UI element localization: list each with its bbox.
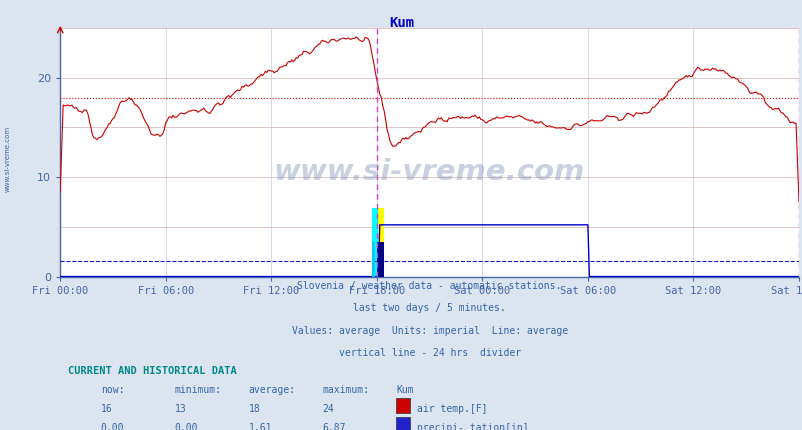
Bar xyxy=(396,417,409,430)
Text: Kum: Kum xyxy=(388,16,414,31)
Text: 24: 24 xyxy=(322,404,334,414)
Bar xyxy=(396,398,409,413)
Text: Slovenia / weather data - automatic stations.: Slovenia / weather data - automatic stat… xyxy=(297,281,561,291)
Bar xyxy=(372,208,383,276)
Text: CURRENT AND HISTORICAL DATA: CURRENT AND HISTORICAL DATA xyxy=(67,366,236,376)
Text: vertical line - 24 hrs  divider: vertical line - 24 hrs divider xyxy=(338,348,520,358)
Text: 1.61: 1.61 xyxy=(249,423,272,430)
Text: average:: average: xyxy=(249,385,295,396)
Text: Values: average  Units: imperial  Line: average: Values: average Units: imperial Line: av… xyxy=(291,326,567,336)
Text: Kum: Kum xyxy=(396,385,414,396)
Bar xyxy=(376,243,383,276)
Text: precipi- tation[in]: precipi- tation[in] xyxy=(416,423,528,430)
Text: www.si-vreme.com: www.si-vreme.com xyxy=(273,158,585,186)
Text: minimum:: minimum: xyxy=(175,385,221,396)
Text: now:: now: xyxy=(101,385,124,396)
Text: 6.87: 6.87 xyxy=(322,423,346,430)
Text: 13: 13 xyxy=(175,404,186,414)
Text: 16: 16 xyxy=(101,404,112,414)
Text: 0.00: 0.00 xyxy=(101,423,124,430)
Text: 18: 18 xyxy=(249,404,260,414)
Text: air temp.[F]: air temp.[F] xyxy=(416,404,487,414)
Bar xyxy=(372,208,378,276)
Text: last two days / 5 minutes.: last two days / 5 minutes. xyxy=(353,304,505,313)
Text: maximum:: maximum: xyxy=(322,385,369,396)
Bar xyxy=(372,243,375,276)
Text: www.si-vreme.com: www.si-vreme.com xyxy=(5,126,11,192)
Text: 0.00: 0.00 xyxy=(175,423,198,430)
